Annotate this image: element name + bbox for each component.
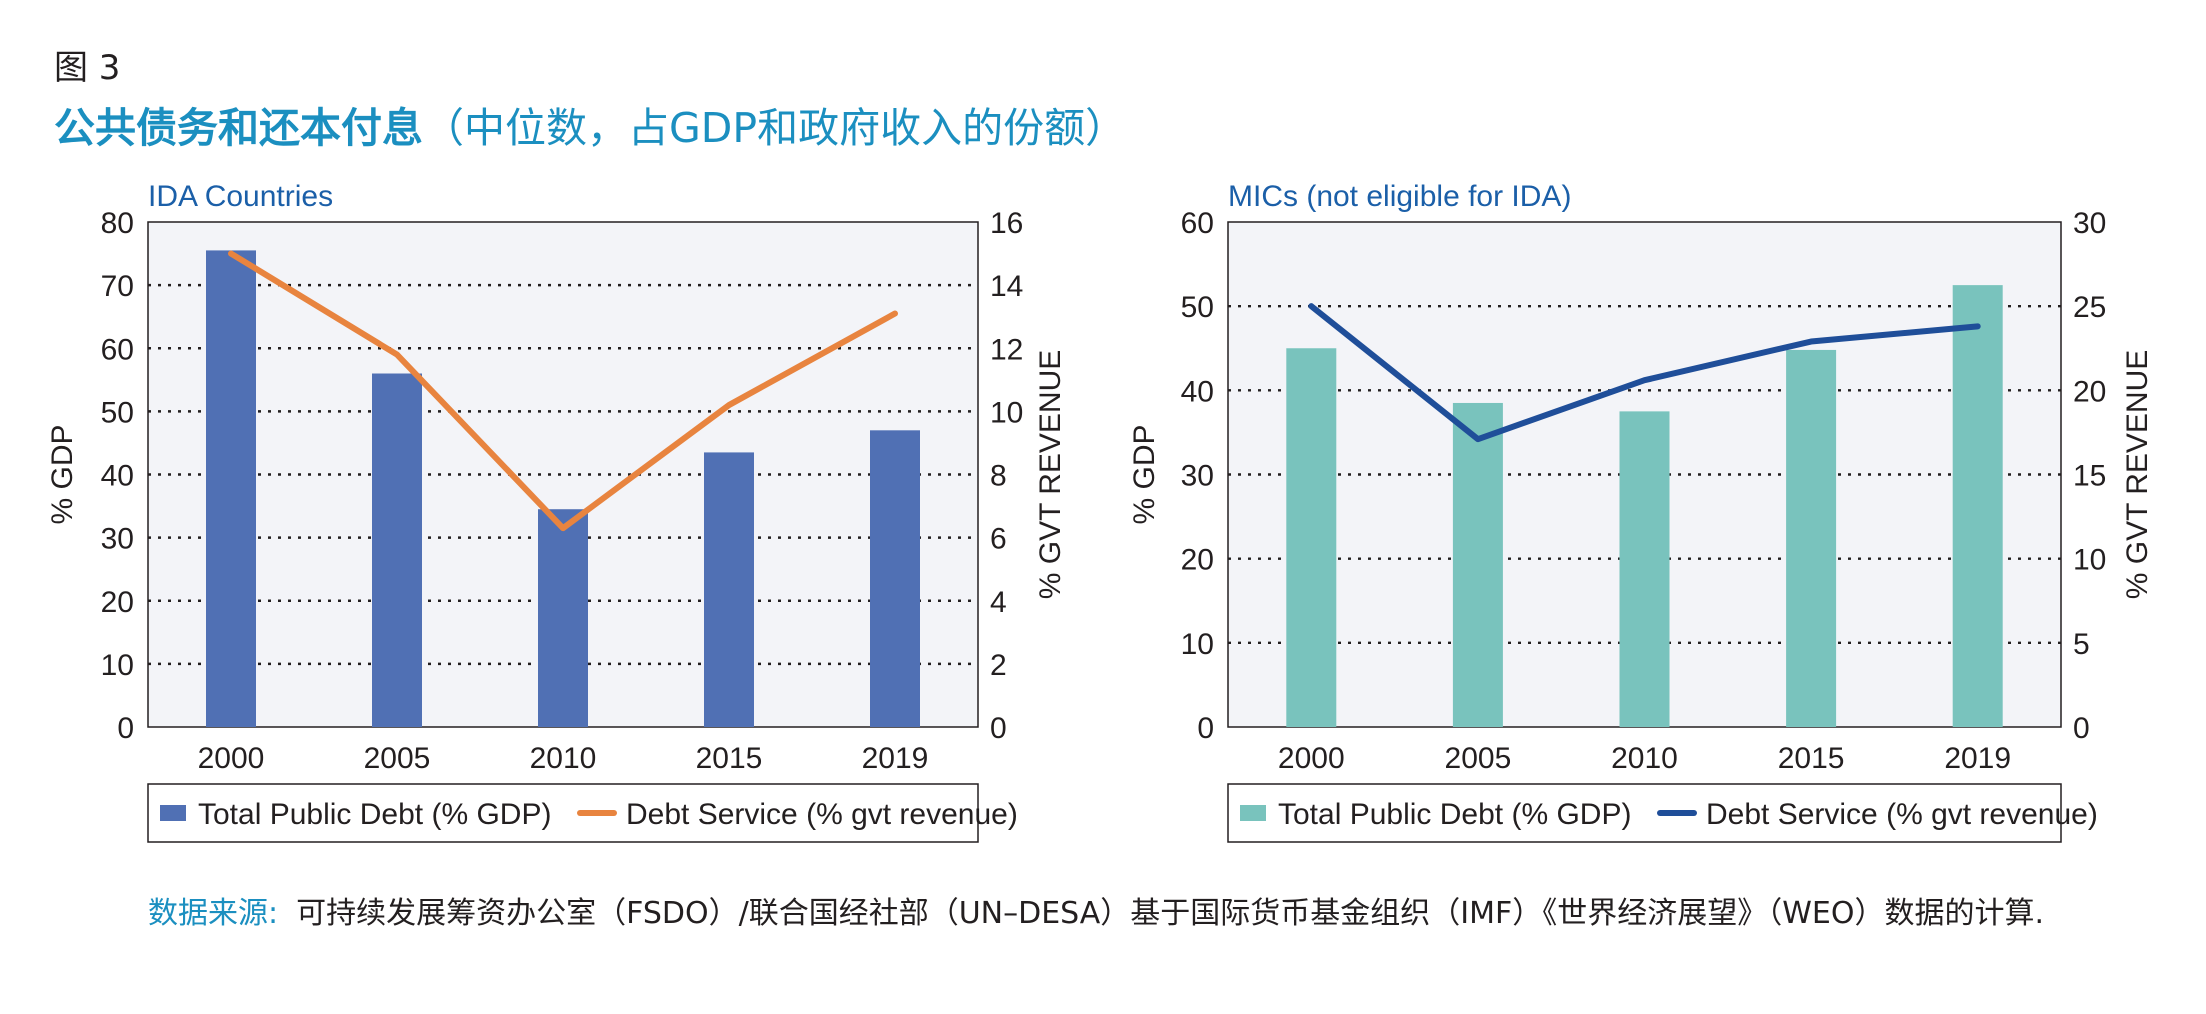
y-tick-label: 80 [101,207,134,240]
y-tick-label: 20 [1181,544,1214,577]
y2-tick-label: 8 [990,460,1007,493]
y-tick-label: 70 [101,270,134,303]
x-tick-label: 2010 [1611,742,1678,775]
line-point-2019 [1977,325,1979,327]
y-tick-label: 60 [101,333,134,366]
y2-tick-label: 16 [990,207,1023,240]
line-point-2005 [396,354,398,356]
y-tick-label: 60 [1181,207,1214,240]
x-tick-label: 2019 [1944,742,2011,775]
y2-tick-label: 12 [990,333,1023,366]
x-tick-label: 2005 [364,742,431,775]
bar-2015 [1786,349,1837,727]
y2-tick-label: 15 [2073,460,2106,493]
legend-label-bar: Total Public Debt (% GDP) [1278,798,1631,831]
y-tick-label: 0 [1197,712,1214,745]
line-point-2019 [894,313,896,315]
y-axis-label: % GDP [1128,424,1161,524]
y2-tick-label: 30 [2073,207,2106,240]
x-tick-label: 2019 [862,742,929,775]
y-tick-label: 40 [101,460,134,493]
bar-2010 [538,509,588,727]
line-point-2015 [1810,341,1812,343]
line-point-2000 [1310,305,1312,307]
y-tick-label: 30 [101,523,134,556]
bar-2019 [1952,285,2003,727]
line-point-2005 [1477,438,1479,440]
bar-2015 [704,452,754,727]
legend-label-line: Debt Service (% gvt revenue) [626,798,1018,831]
y2-tick-label: 2 [990,649,1007,682]
source-note: 数据来源: 可持续发展筹资办公室（FSDO）/联合国经社部（UN–DESA）基于国… [148,893,2108,935]
y-tick-label: 10 [1181,628,1214,661]
x-tick-label: 2015 [1778,742,1845,775]
y-tick-label: 30 [1181,460,1214,493]
y-axis-label: % GDP [46,424,79,524]
source-text: 可持续发展筹资办公室（FSDO）/联合国经社部（UN–DESA）基于国际货币基金… [296,896,2045,931]
y2-tick-label: 0 [990,712,1007,745]
x-tick-label: 2000 [1278,742,1345,775]
chart-ida: IDA Countries 0 10 20 30 40 50 60 70 80 0 2 4 6 8 10 12 1… [46,180,1067,843]
y-tick-label: 10 [101,649,134,682]
x-tick-label: 2000 [198,742,265,775]
bar-2005 [372,373,422,727]
y2-tick-label: 10 [990,396,1023,429]
x-tick-label: 2005 [1445,742,1512,775]
line-point-2000 [230,253,232,255]
y2-tick-label: 5 [2073,628,2090,661]
y2-tick-label: 4 [990,586,1007,619]
figure-label: 图 3 [54,48,121,88]
y-tick-label: 50 [101,396,134,429]
bar-2000 [1286,348,1337,727]
figure-title-sub: （中位数，占GDP和政府收入的份额） [423,104,1127,152]
chart-mic: MICs (not eligible for IDA)0102030405060… [1128,180,2154,843]
legend-label-line: Debt Service (% gvt revenue) [1706,798,2098,831]
legend-label-bar: Total Public Debt (% GDP) [198,798,551,831]
legend: Total Public Debt (% GDP) Debt Service (%… [147,783,1018,843]
bar-2010 [1619,411,1670,727]
y2-tick-label: 6 [990,523,1007,556]
y2-tick-label: 14 [990,270,1023,303]
y2-tick-label: 10 [2073,544,2106,577]
legend-swatch-bar [160,805,186,821]
legend-box [147,783,979,843]
source-label: 数据来源: [148,896,279,931]
y2-tick-label: 0 [2073,712,2090,745]
y-tick-label: 40 [1181,375,1214,408]
line-point-2010 [562,527,564,529]
chart-title: MICs (not eligible for IDA) [1228,180,1571,213]
x-tick-label: 2015 [696,742,763,775]
chart-title: IDA Countries [148,180,333,213]
y2-tick-label: 25 [2073,291,2106,324]
legend-box [1227,783,2062,843]
y2-tick-label: 20 [2073,375,2106,408]
bar-2000 [206,250,256,727]
y2-axis-label: % GVT REVENUE [2121,350,2154,600]
bar-2019 [870,430,920,727]
figure-title: 公共债务和还本付息（中位数，占GDP和政府收入的份额） [54,94,1126,154]
y2-axis-label: % GVT REVENUE [1034,350,1067,600]
legend-swatch-bar [1240,805,1266,821]
x-tick-label: 2010 [530,742,597,775]
line-point-2010 [1644,379,1645,381]
y-tick-label: 50 [1181,291,1214,324]
figure-title-main: 公共债务和还本付息 [54,104,423,152]
bar-2005 [1452,402,1503,727]
y-tick-label: 0 [117,712,134,745]
line-point-2015 [728,404,730,406]
legend: Total Public Debt (% GDP) Debt Service (%… [1227,783,2098,843]
y-tick-label: 20 [101,586,134,619]
